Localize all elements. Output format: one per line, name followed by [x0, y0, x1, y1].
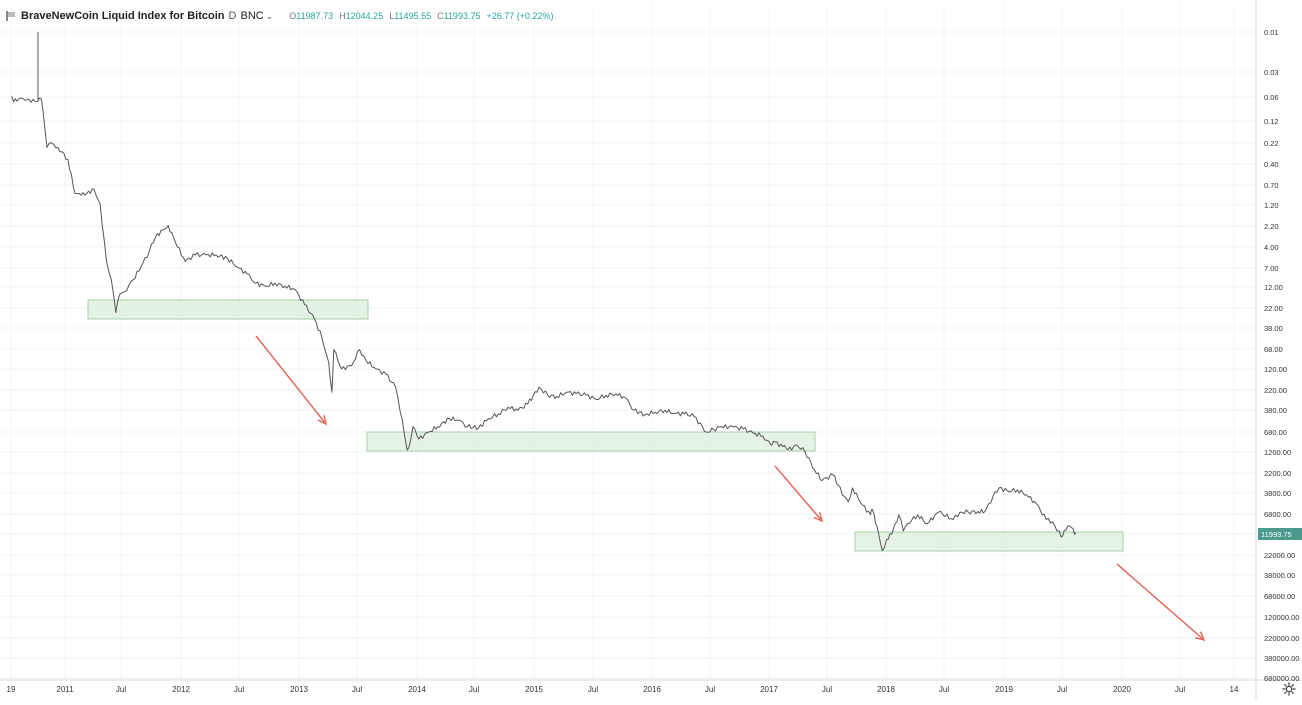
y-tick-label: 0.22	[1264, 139, 1279, 148]
support-zone-box[interactable]	[366, 431, 816, 452]
support-zone-box[interactable]	[87, 299, 369, 320]
y-tick-label: 2.20	[1264, 222, 1279, 231]
x-tick-label: 14	[1230, 685, 1239, 694]
y-tick-label: 2200.00	[1264, 469, 1291, 478]
close-value: 11993.75	[443, 11, 481, 21]
change-value: +26.77 (+0.22%)	[486, 11, 554, 21]
downtrend-arrow[interactable]	[255, 335, 328, 426]
y-tick-label: 120.00	[1264, 365, 1287, 374]
y-tick-label: 3800.00	[1264, 489, 1291, 498]
x-tick-label: Jul	[705, 685, 715, 694]
y-tick-label: 380.00	[1264, 406, 1287, 415]
x-tick-label: 19	[7, 685, 16, 694]
y-tick-label: 38.00	[1264, 324, 1283, 333]
y-tick-label: 4.00	[1264, 243, 1279, 252]
x-tick-label: Jul	[234, 685, 244, 694]
interval-label[interactable]: D	[228, 10, 237, 22]
low-label: L	[389, 11, 395, 21]
y-tick-label: 7.00	[1264, 264, 1279, 273]
y-tick-label: 120000.00	[1264, 613, 1299, 622]
x-tick-label: Jul	[588, 685, 598, 694]
y-tick-label: 0.01	[1264, 28, 1279, 37]
x-tick-label: 2018	[877, 685, 895, 694]
y-tick-label: 220.00	[1264, 386, 1287, 395]
last-price-tag	[1258, 528, 1302, 540]
y-tick-label: 0.40	[1264, 160, 1279, 169]
exchange-label[interactable]: BNC	[240, 10, 264, 22]
x-tick-label: 2019	[995, 685, 1013, 694]
downtrend-arrow[interactable]	[774, 465, 824, 523]
y-tick-label: 220000.00	[1264, 634, 1299, 643]
y-tick-label: 680.00	[1264, 428, 1287, 437]
y-tick-label: 680000.00	[1264, 674, 1299, 683]
high-value: 12044.25	[345, 11, 384, 21]
low-value: 11495.55	[394, 11, 432, 21]
x-tick-label: Jul	[939, 685, 949, 694]
close-label: C	[437, 11, 444, 21]
high-label: H	[339, 11, 346, 21]
x-tick-label: Jul	[116, 685, 126, 694]
x-tick-label: Jul	[352, 685, 362, 694]
x-tick-label: 2020	[1113, 685, 1131, 694]
x-tick-label: Jul	[822, 685, 832, 694]
x-tick-label: 2013	[290, 685, 308, 694]
y-tick-label: 68000.00	[1264, 592, 1295, 601]
y-tick-label: 12.00	[1264, 283, 1283, 292]
x-tick-label: Jul	[1175, 685, 1185, 694]
y-tick-label: 0.06	[1264, 93, 1279, 102]
x-tick-label: 2015	[525, 685, 543, 694]
x-tick-label: 2017	[760, 685, 778, 694]
y-tick-label: 0.03	[1264, 68, 1279, 77]
x-tick-label: 2011	[56, 685, 74, 694]
y-tick-label: 380000.00	[1264, 654, 1299, 663]
chart-legend: BraveNewCoin Liquid Index for Bitcoin D …	[6, 10, 554, 22]
y-tick-label: 22.00	[1264, 304, 1283, 313]
symbol-title[interactable]: BraveNewCoin Liquid Index for Bitcoin	[21, 10, 225, 22]
y-tick-label: 22000.00	[1264, 551, 1295, 560]
last-price-label: 11993.75	[1261, 530, 1292, 539]
open-label: O	[289, 11, 297, 21]
support-zone-box[interactable]	[854, 531, 1124, 552]
y-tick-label: 1200.00	[1264, 448, 1291, 457]
y-tick-label: 68.00	[1264, 345, 1283, 354]
ohlc-values: O11987.73 H12044.25 L11495.55 C11993.75 …	[289, 11, 553, 21]
x-tick-label: Jul	[1057, 685, 1067, 694]
y-tick-label: 6800.00	[1264, 510, 1291, 519]
x-tick-label: 2012	[172, 685, 190, 694]
flag-icon[interactable]	[6, 11, 15, 21]
settings-gear-icon[interactable]	[1282, 682, 1296, 696]
y-tick-label: 0.70	[1264, 181, 1279, 190]
x-tick-label: 2014	[408, 685, 426, 694]
y-tick-label: 38000.00	[1264, 571, 1295, 580]
x-tick-label: 2016	[643, 685, 661, 694]
price-series-line[interactable]	[11, 96, 1077, 552]
downtrend-arrow[interactable]	[1116, 563, 1206, 642]
y-tick-label: 0.12	[1264, 117, 1279, 126]
y-tick-label: 1.20	[1264, 201, 1279, 210]
chevron-down-icon[interactable]: ⌄	[265, 10, 274, 21]
open-value: 11987.73	[296, 11, 334, 21]
x-tick-label: Jul	[469, 685, 479, 694]
